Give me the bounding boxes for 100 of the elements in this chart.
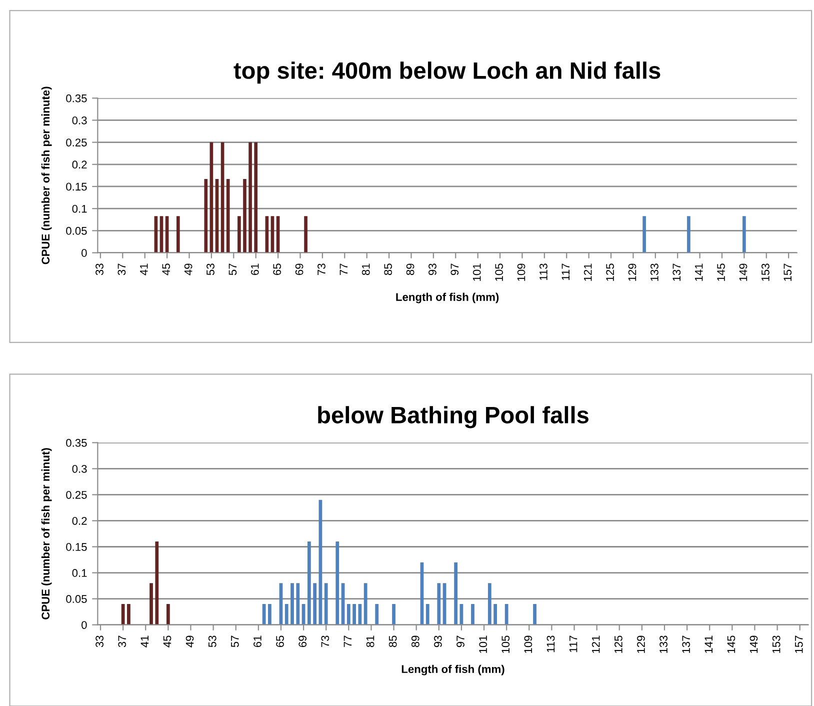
- x-tick-label: 97: [450, 264, 459, 275]
- bar: [471, 604, 474, 625]
- x-tick-label: 37: [118, 264, 126, 276]
- x-tick-label: 89: [406, 264, 414, 276]
- x-tick-label: 125: [614, 636, 622, 653]
- chart-title: below Bathing Pool falls: [318, 406, 588, 428]
- x-tick-label: 129: [637, 636, 645, 653]
- bar: [284, 604, 288, 625]
- bar: [437, 583, 441, 625]
- x-tick-label: 145: [727, 636, 736, 653]
- x-tick-label: 33: [96, 264, 104, 276]
- bar: [243, 178, 246, 253]
- y-tick-label: 0.25: [66, 138, 87, 146]
- x-tick-label: 49: [186, 636, 194, 648]
- x-tick-label: 129: [628, 264, 636, 281]
- x-tick-label: 53: [206, 264, 214, 276]
- y-tick-label: 0.05: [66, 226, 87, 235]
- x-tick-label: 45: [163, 636, 172, 648]
- x-tick-label: 149: [750, 636, 758, 653]
- x-tick-label: 105: [502, 636, 510, 653]
- bar: [426, 604, 430, 625]
- bar: [238, 216, 241, 253]
- x-tick-label: 49: [184, 264, 192, 276]
- bar: [504, 604, 508, 625]
- x-axis-title: Length of fish (mm): [402, 664, 504, 676]
- bar: [375, 604, 379, 625]
- y-tick-label: 0.3: [72, 116, 87, 124]
- bar: [533, 604, 536, 625]
- x-tick-label: 117: [562, 264, 570, 280]
- bar: [336, 542, 340, 625]
- bar: [307, 542, 311, 625]
- x-tick-label: 121: [592, 636, 600, 653]
- x-tick-label: 121: [584, 264, 592, 281]
- x-tick-label: 125: [606, 264, 614, 281]
- y-tick-label: 0: [82, 621, 87, 629]
- bar: [346, 604, 350, 625]
- bar: [226, 178, 230, 253]
- chart-title: top site: 400m below Loch an Nid falls: [234, 62, 660, 84]
- x-tick-label: 137: [682, 636, 690, 653]
- bar: [313, 583, 317, 625]
- x-tick-label: 37: [118, 636, 126, 648]
- bar: [642, 216, 646, 253]
- bar: [268, 604, 272, 625]
- x-tick-label: 149: [739, 264, 748, 281]
- x-tick-label: 69: [298, 636, 307, 648]
- x-tick-label: 81: [362, 264, 370, 276]
- y-tick-label: 0: [82, 249, 87, 257]
- bar: [155, 542, 159, 625]
- y-tick-label: 0.1: [72, 569, 87, 577]
- bar: [121, 604, 125, 625]
- y-tick-label: 0.35: [66, 94, 87, 102]
- bar: [150, 583, 153, 625]
- bar: [352, 604, 356, 625]
- bar: [254, 142, 258, 253]
- x-tick-label: 89: [411, 636, 420, 648]
- x-tick-label: 93: [428, 264, 436, 275]
- bar: [494, 604, 497, 625]
- x-tick-label: 65: [273, 264, 282, 275]
- x-tick-label: 109: [517, 264, 526, 281]
- bar: [176, 216, 180, 253]
- bar: [454, 562, 458, 625]
- x-tick-label: 153: [762, 264, 770, 281]
- x-tick-label: 61: [254, 636, 262, 648]
- x-tick-label: 81: [366, 636, 374, 648]
- x-tick-label: 101: [472, 264, 481, 281]
- bar: [248, 142, 252, 253]
- x-tick-label: 157: [784, 264, 792, 281]
- x-tick-label: 141: [695, 264, 703, 281]
- x-tick-label: 105: [495, 264, 503, 281]
- x-tick-label: 145: [717, 264, 725, 281]
- x-tick-label: 41: [140, 264, 148, 276]
- x-tick-label: 157: [795, 636, 803, 653]
- x-tick-label: 77: [344, 636, 352, 648]
- x-tick-label: 57: [228, 264, 237, 276]
- x-tick-label: 113: [546, 636, 555, 652]
- bar: [364, 583, 368, 625]
- x-tick-label: 45: [162, 264, 170, 276]
- bar: [204, 178, 208, 253]
- x-tick-label: 117: [569, 636, 578, 652]
- x-tick-label: 109: [524, 636, 532, 653]
- bar: [290, 583, 294, 625]
- x-tick-label: 97: [456, 636, 464, 648]
- bar: [742, 216, 746, 253]
- x-tick-label: 133: [660, 636, 668, 653]
- x-tick-label: 41: [140, 636, 148, 648]
- x-tick-label: 133: [650, 264, 658, 281]
- y-tick-label: 0.2: [72, 516, 87, 525]
- bar: [687, 216, 690, 253]
- x-tick-label: 137: [672, 264, 681, 281]
- bar: [166, 604, 170, 625]
- y-tick-label: 0.1: [72, 204, 87, 213]
- x-axis-title: Length of fish (mm): [396, 292, 499, 304]
- x-tick-label: 85: [388, 636, 397, 648]
- x-tick-label: 85: [384, 264, 392, 276]
- y-tick-label: 0.15: [66, 543, 87, 551]
- x-tick-label: 77: [340, 264, 348, 275]
- y-tick-label: 0.25: [66, 490, 87, 499]
- bar: [392, 604, 396, 625]
- bar: [324, 583, 328, 625]
- x-tick-label: 57: [231, 636, 239, 648]
